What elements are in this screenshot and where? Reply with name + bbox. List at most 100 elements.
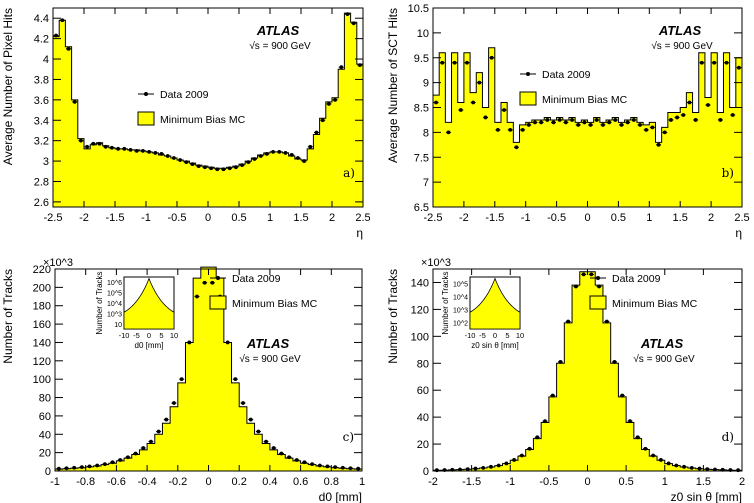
x-tick-label: 0 — [205, 476, 211, 488]
inset-plot: -10 -5 0 5 10 10^2 10^3 10^4 10^5 z0 sin θ [mm] Nu… — [441, 271, 524, 350]
data-point — [643, 446, 648, 451]
data-point — [635, 435, 640, 440]
data-point — [625, 120, 630, 125]
atlas-label: ATLAS — [256, 23, 300, 38]
inset-plot: -10 -5 0 5 10 10 10^3 10^4 10^5 10^6 d0 [mm] Number… — [95, 271, 178, 350]
data-point — [724, 60, 729, 65]
data-point — [195, 294, 199, 299]
data-point — [233, 377, 238, 382]
y-axis-label: Number of Tracks — [1, 269, 15, 364]
x-tick-label: 1 — [646, 212, 652, 224]
x-tick-label: 0.5 — [231, 212, 246, 224]
data-point — [477, 80, 482, 85]
x-axis-label: η — [356, 226, 363, 240]
data-point — [689, 466, 694, 470]
data-point — [258, 154, 263, 158]
x-tick-label: -0.5 — [539, 476, 558, 488]
data-point — [296, 156, 300, 160]
x-tick-label: 1.5 — [696, 476, 711, 488]
data-point — [287, 455, 291, 460]
data-point — [271, 446, 276, 450]
data-point — [458, 108, 463, 112]
data-point — [656, 142, 661, 147]
inset-y-tick-label: 10^6 — [107, 280, 122, 287]
data-point — [122, 146, 127, 151]
data-point — [712, 60, 717, 65]
data-point — [557, 118, 562, 122]
data-point — [558, 360, 563, 364]
inset-x-tick-label: 0 — [493, 331, 497, 340]
data-point — [116, 146, 120, 151]
atlas-label: ATLAS — [658, 23, 702, 38]
x-tick-label: -1.5 — [485, 212, 504, 224]
y-tick-label: 6.5 — [414, 202, 429, 214]
data-point — [675, 115, 680, 120]
data-point — [628, 419, 632, 424]
data-point — [202, 280, 207, 285]
data-point — [302, 159, 306, 163]
data-point — [440, 60, 445, 65]
y-tick-label: 4.4 — [34, 13, 49, 25]
data-point — [681, 113, 686, 117]
inset-x-tick-label: 0 — [147, 331, 151, 340]
data-point — [613, 118, 618, 122]
data-point — [446, 130, 451, 135]
data-point — [294, 458, 299, 462]
data-point — [519, 453, 524, 458]
x-tick-label: -0.8 — [76, 476, 95, 488]
data-point — [631, 118, 636, 122]
data-point — [483, 115, 488, 120]
x-tick-label: 0.4 — [262, 476, 277, 488]
y-tick-label: 10 — [417, 28, 429, 40]
data-point — [149, 439, 153, 444]
inset-y-tick-label: 10^3 — [453, 308, 468, 315]
x-tick-label: 1.5 — [293, 212, 308, 224]
x-tick-label: 1.5 — [673, 212, 688, 224]
legend-mc-swatch — [137, 111, 155, 126]
data-point — [54, 33, 58, 38]
y-tick-label: 7 — [423, 177, 429, 189]
data-point — [103, 144, 108, 149]
y-tick-label: 220 — [33, 264, 51, 276]
x-tick-label: -1 — [521, 212, 531, 224]
y-tick-label: 120 — [411, 304, 429, 316]
data-point — [325, 464, 330, 469]
x-tick-label: 1 — [662, 476, 668, 488]
y-tick-label: 100 — [33, 374, 51, 386]
legend-mc-text: Minimum Bias MC — [232, 298, 318, 310]
data-point — [566, 319, 571, 324]
inset-x-tick-label: 10 — [170, 331, 178, 340]
energy-label: √s = 900 GeV — [249, 40, 311, 52]
data-point — [179, 377, 184, 382]
inset-x-tick-label: 10 — [516, 331, 524, 340]
data-point — [666, 461, 671, 466]
x-tick-label: -0.2 — [168, 476, 187, 488]
y-tick-label: 2.8 — [34, 176, 49, 188]
x-tick-label: -0.4 — [138, 476, 157, 488]
data-point — [85, 144, 89, 149]
y-axis-label: Number of Tracks — [386, 269, 400, 364]
data-point — [320, 118, 325, 123]
y-tick-label: 20 — [417, 439, 429, 451]
data-point — [153, 151, 158, 155]
mc-histogram — [432, 47, 743, 208]
data-point — [79, 465, 84, 470]
data-point — [706, 103, 710, 107]
chart-panel-3: -1 -0.8 -0.6 -0.4 -0.2 0 0.2 0.4 0.6 0.8 102040608… — [1, 257, 365, 503]
data-point — [473, 466, 478, 471]
y-tick-label: 8.5 — [414, 103, 429, 115]
data-point — [203, 165, 207, 170]
data-point — [581, 272, 586, 277]
y-tick-label: 180 — [33, 301, 51, 313]
y-tick-label: 7.5 — [414, 152, 429, 164]
y-tick-label: 3.2 — [34, 136, 49, 148]
data-point — [302, 460, 307, 465]
data-point — [241, 401, 245, 405]
y-tick-label: 8 — [423, 127, 429, 139]
x-tick-label: 2.5 — [355, 212, 370, 224]
data-point — [87, 464, 92, 469]
legend-mc-swatch — [589, 295, 607, 310]
energy-label: √s = 900 GeV — [239, 353, 301, 365]
data-point — [495, 127, 500, 132]
